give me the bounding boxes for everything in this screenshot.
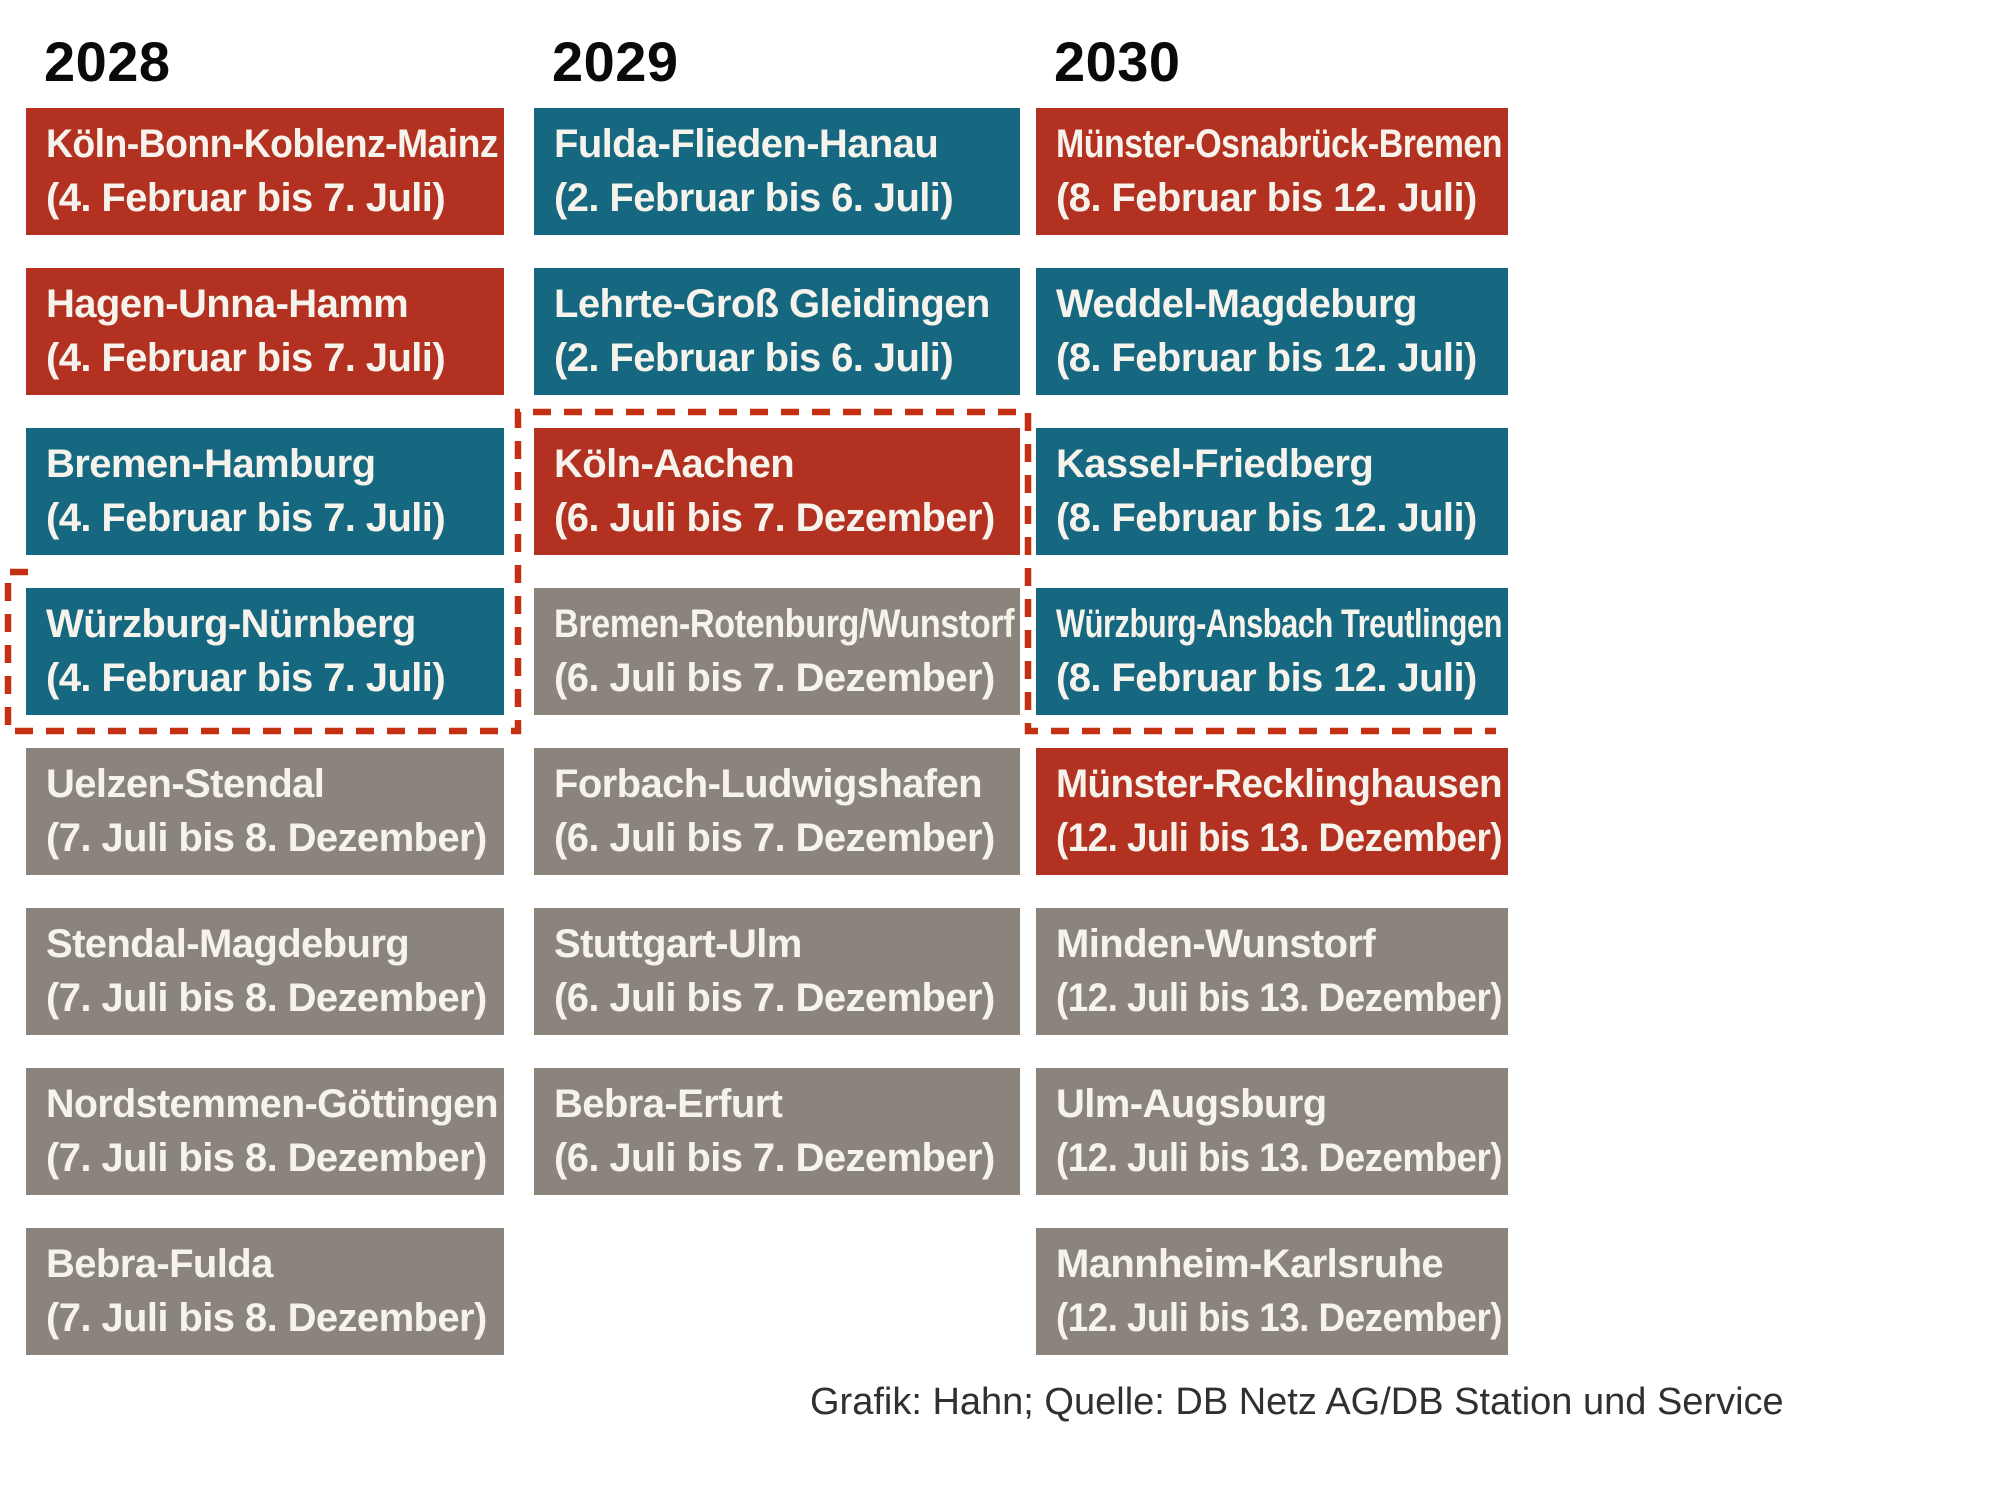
- route-name: Würzburg-Nürnberg: [46, 602, 416, 646]
- route-name: Weddel-Magdeburg: [1056, 282, 1417, 326]
- route-name: Bebra-Fulda: [46, 1242, 273, 1286]
- route-name: Stendal-Magdeburg: [46, 922, 410, 966]
- route-box: Fulda-Flieden-Hanau (2. Februar bis 6. J…: [534, 108, 1020, 235]
- route-box: Hagen-Unna-Hamm (4. Februar bis 7. Juli): [26, 268, 504, 395]
- route-name: Fulda-Flieden-Hanau: [554, 122, 939, 166]
- route-dates: (6. Juli bis 7. Dezember): [554, 816, 995, 860]
- route-name: Stuttgart-Ulm: [554, 922, 802, 966]
- route-box: Bremen-Rotenburg/Wunstorf (6. Juli bis 7…: [534, 588, 1020, 715]
- route-box: Mannheim-Karlsruhe (12. Juli bis 13. Dez…: [1036, 1228, 1508, 1355]
- route-name: Uelzen-Stendal: [46, 762, 325, 806]
- route-name: Köln-Bonn-Koblenz-Mainz: [46, 122, 499, 166]
- route-box-list: Fulda-Flieden-Hanau (2. Februar bis 6. J…: [534, 108, 1020, 1195]
- year-column-2030: 2030 Münster-Osnabrück-Bremen (8. Februa…: [1036, 0, 1508, 1498]
- route-dates: (12. Juli bis 13. Dezember): [1056, 976, 1503, 1020]
- route-box: Münster-Osnabrück-Bremen (8. Februar bis…: [1036, 108, 1508, 235]
- route-dates: (12. Juli bis 13. Dezember): [1056, 816, 1503, 860]
- route-dates: (8. Februar bis 12. Juli): [1056, 336, 1477, 380]
- route-dates: (6. Juli bis 7. Dezember): [554, 496, 995, 540]
- route-box: Bremen-Hamburg (4. Februar bis 7. Juli): [26, 428, 504, 555]
- route-box: Stuttgart-Ulm (6. Juli bis 7. Dezember): [534, 908, 1020, 1035]
- route-name: Mannheim-Karlsruhe: [1056, 1242, 1444, 1286]
- route-name: Hagen-Unna-Hamm: [46, 282, 409, 326]
- year-header: 2029: [552, 30, 679, 93]
- route-dates: (12. Juli bis 13. Dezember): [1056, 1136, 1503, 1180]
- route-dates: (8. Februar bis 12. Juli): [1056, 496, 1477, 540]
- route-box: Kassel-Friedberg (8. Februar bis 12. Jul…: [1036, 428, 1508, 555]
- route-dates: (2. Februar bis 6. Juli): [554, 336, 954, 380]
- route-box: Köln-Bonn-Koblenz-Mainz (4. Februar bis …: [26, 108, 504, 235]
- route-dates: (7. Juli bis 8. Dezember): [46, 1296, 487, 1340]
- route-name: Münster-Recklinghausen: [1056, 762, 1503, 806]
- route-name: Bremen-Rotenburg/Wunstorf: [554, 602, 1015, 646]
- route-name: Lehrte-Groß Gleidingen: [554, 282, 990, 326]
- route-name: Nordstemmen-Göttingen: [46, 1082, 499, 1126]
- route-box: Bebra-Erfurt (6. Juli bis 7. Dezember): [534, 1068, 1020, 1195]
- route-name: Bremen-Hamburg: [46, 442, 376, 486]
- route-name: Kassel-Friedberg: [1056, 442, 1374, 486]
- route-box: Bebra-Fulda (7. Juli bis 8. Dezember): [26, 1228, 504, 1355]
- route-box: Münster-Recklinghausen (12. Juli bis 13.…: [1036, 748, 1508, 875]
- route-dates: (2. Februar bis 6. Juli): [554, 176, 954, 220]
- route-dates: (6. Juli bis 7. Dezember): [554, 656, 995, 700]
- route-box: Uelzen-Stendal (7. Juli bis 8. Dezember): [26, 748, 504, 875]
- year-header: 2030: [1054, 30, 1181, 93]
- route-dates: (12. Juli bis 13. Dezember): [1056, 1296, 1503, 1340]
- route-box: Nordstemmen-Göttingen (7. Juli bis 8. De…: [26, 1068, 504, 1195]
- route-box: Würzburg-Nürnberg (4. Februar bis 7. Jul…: [26, 588, 504, 715]
- route-box: Köln-Aachen (6. Juli bis 7. Dezember): [534, 428, 1020, 555]
- route-dates: (7. Juli bis 8. Dezember): [46, 816, 487, 860]
- route-name: Ulm-Augsburg: [1056, 1082, 1327, 1126]
- route-box: Stendal-Magdeburg (7. Juli bis 8. Dezemb…: [26, 908, 504, 1035]
- year-column-2028: 2028 Köln-Bonn-Koblenz-Mainz (4. Februar…: [26, 0, 504, 1498]
- route-box: Lehrte-Groß Gleidingen (2. Februar bis 6…: [534, 268, 1020, 395]
- route-box-list: Köln-Bonn-Koblenz-Mainz (4. Februar bis …: [26, 108, 504, 1355]
- route-dates: (8. Februar bis 12. Juli): [1056, 176, 1477, 220]
- route-box: Ulm-Augsburg (12. Juli bis 13. Dezember): [1036, 1068, 1508, 1195]
- route-dates: (4. Februar bis 7. Juli): [46, 336, 446, 380]
- route-name: Forbach-Ludwigshafen: [554, 762, 983, 806]
- route-name: Minden-Wunstorf: [1056, 922, 1376, 966]
- year-column-2029: 2029 Fulda-Flieden-Hanau (2. Februar bis…: [534, 0, 1020, 1498]
- source-credit: Grafik: Hahn; Quelle: DB Netz AG/DB Stat…: [810, 1381, 1784, 1423]
- route-name: Münster-Osnabrück-Bremen: [1056, 122, 1503, 166]
- route-box: Minden-Wunstorf (12. Juli bis 13. Dezemb…: [1036, 908, 1508, 1035]
- route-dates: (7. Juli bis 8. Dezember): [46, 976, 487, 1020]
- year-header: 2028: [44, 30, 171, 93]
- route-name: Würzburg-Ansbach Treutlingen: [1056, 602, 1502, 646]
- route-dates: (7. Juli bis 8. Dezember): [46, 1136, 487, 1180]
- route-dates: (6. Juli bis 7. Dezember): [554, 976, 995, 1020]
- route-box: Forbach-Ludwigshafen (6. Juli bis 7. Dez…: [534, 748, 1020, 875]
- route-dates: (8. Februar bis 12. Juli): [1056, 656, 1477, 700]
- route-box-list: Münster-Osnabrück-Bremen (8. Februar bis…: [1036, 108, 1508, 1355]
- route-dates: (4. Februar bis 7. Juli): [46, 496, 446, 540]
- route-box: Weddel-Magdeburg (8. Februar bis 12. Jul…: [1036, 268, 1508, 395]
- route-name: Köln-Aachen: [554, 442, 795, 486]
- route-name: Bebra-Erfurt: [554, 1082, 783, 1126]
- route-box: Würzburg-Ansbach Treutlingen (8. Februar…: [1036, 588, 1508, 715]
- route-dates: (4. Februar bis 7. Juli): [46, 656, 446, 700]
- route-dates: (4. Februar bis 7. Juli): [46, 176, 446, 220]
- route-dates: (6. Juli bis 7. Dezember): [554, 1136, 995, 1180]
